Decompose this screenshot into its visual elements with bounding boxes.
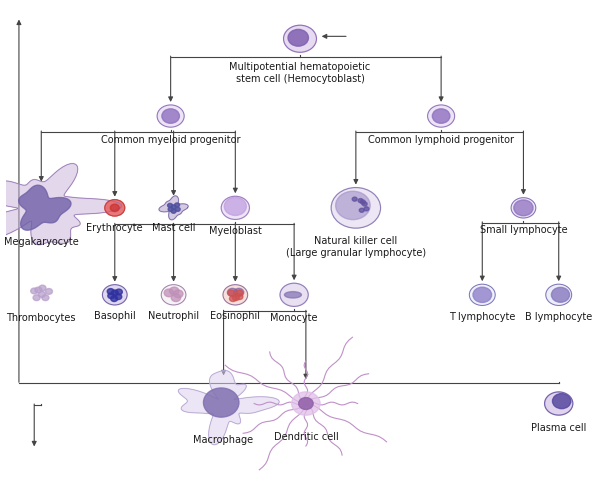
Circle shape — [175, 203, 179, 207]
Polygon shape — [159, 196, 188, 220]
Circle shape — [288, 30, 308, 46]
Text: Natural killer cell
(Large granular lymphocyte): Natural killer cell (Large granular lymp… — [286, 236, 426, 258]
Circle shape — [115, 294, 122, 300]
Circle shape — [110, 204, 119, 211]
Polygon shape — [0, 164, 122, 245]
Text: Thrombocytes: Thrombocytes — [7, 313, 76, 323]
Circle shape — [473, 287, 491, 303]
Circle shape — [171, 209, 176, 213]
Circle shape — [514, 200, 533, 216]
Polygon shape — [19, 185, 71, 230]
Circle shape — [511, 198, 536, 218]
Circle shape — [469, 284, 495, 306]
Circle shape — [35, 287, 42, 293]
Circle shape — [171, 205, 176, 209]
Text: Neutrophil: Neutrophil — [148, 311, 199, 321]
Circle shape — [364, 207, 369, 211]
Circle shape — [38, 291, 46, 297]
Circle shape — [362, 202, 367, 206]
Circle shape — [175, 207, 180, 211]
Circle shape — [161, 284, 186, 305]
Circle shape — [230, 296, 236, 302]
Circle shape — [361, 200, 365, 204]
Circle shape — [234, 288, 244, 296]
Text: Myeloblast: Myeloblast — [209, 226, 262, 236]
Circle shape — [546, 284, 572, 306]
Circle shape — [115, 289, 122, 295]
Text: Dendritic cell: Dendritic cell — [274, 431, 338, 442]
Circle shape — [42, 295, 49, 301]
Circle shape — [221, 196, 250, 219]
Circle shape — [551, 287, 569, 302]
Text: Eosinophil: Eosinophil — [211, 311, 260, 321]
Circle shape — [299, 397, 313, 410]
Circle shape — [157, 105, 184, 127]
Text: Small lymphocyte: Small lymphocyte — [479, 225, 567, 235]
Circle shape — [164, 289, 173, 297]
Text: Basophil: Basophil — [94, 311, 136, 321]
Circle shape — [33, 295, 40, 301]
Circle shape — [433, 109, 450, 123]
Circle shape — [168, 207, 173, 211]
Circle shape — [331, 187, 380, 228]
Circle shape — [108, 293, 115, 299]
Circle shape — [203, 388, 239, 417]
Text: Macrophage: Macrophage — [193, 435, 254, 445]
Circle shape — [232, 295, 239, 301]
Text: B lymphocyte: B lymphocyte — [525, 312, 592, 322]
Circle shape — [39, 285, 46, 291]
Circle shape — [162, 109, 179, 123]
Circle shape — [228, 290, 235, 296]
Circle shape — [111, 296, 118, 302]
Text: Monocyte: Monocyte — [271, 313, 318, 323]
Text: Mast cell: Mast cell — [152, 223, 196, 233]
Circle shape — [545, 392, 573, 415]
Text: Plasma cell: Plasma cell — [531, 423, 586, 433]
Circle shape — [223, 284, 248, 305]
Ellipse shape — [284, 292, 301, 298]
Text: Common lymphoid progenitor: Common lymphoid progenitor — [368, 136, 514, 145]
Circle shape — [171, 294, 181, 302]
Circle shape — [169, 287, 179, 295]
Polygon shape — [178, 370, 279, 445]
Circle shape — [112, 290, 118, 296]
Text: Common myeloid progenitor: Common myeloid progenitor — [101, 136, 241, 145]
Circle shape — [224, 197, 247, 215]
Circle shape — [105, 200, 125, 216]
Circle shape — [280, 283, 308, 307]
Circle shape — [227, 288, 238, 296]
Circle shape — [359, 208, 364, 212]
Circle shape — [236, 294, 243, 300]
Circle shape — [553, 393, 571, 409]
Circle shape — [236, 290, 243, 296]
Text: Erythrocyte: Erythrocyte — [86, 223, 143, 233]
Circle shape — [46, 288, 52, 294]
Circle shape — [358, 199, 363, 203]
Circle shape — [167, 204, 173, 208]
Circle shape — [103, 284, 127, 305]
Circle shape — [31, 288, 38, 294]
Text: T lymphocyte: T lymphocyte — [449, 312, 515, 322]
Circle shape — [335, 191, 370, 220]
Circle shape — [107, 288, 114, 294]
Circle shape — [352, 197, 357, 201]
Text: Multipotential hematopoietic
stem cell (Hemocytoblast): Multipotential hematopoietic stem cell (… — [229, 62, 371, 84]
Circle shape — [284, 25, 316, 52]
Circle shape — [173, 290, 183, 298]
Circle shape — [292, 392, 320, 415]
Circle shape — [428, 105, 455, 127]
Text: Megakaryocyte: Megakaryocyte — [4, 237, 79, 247]
